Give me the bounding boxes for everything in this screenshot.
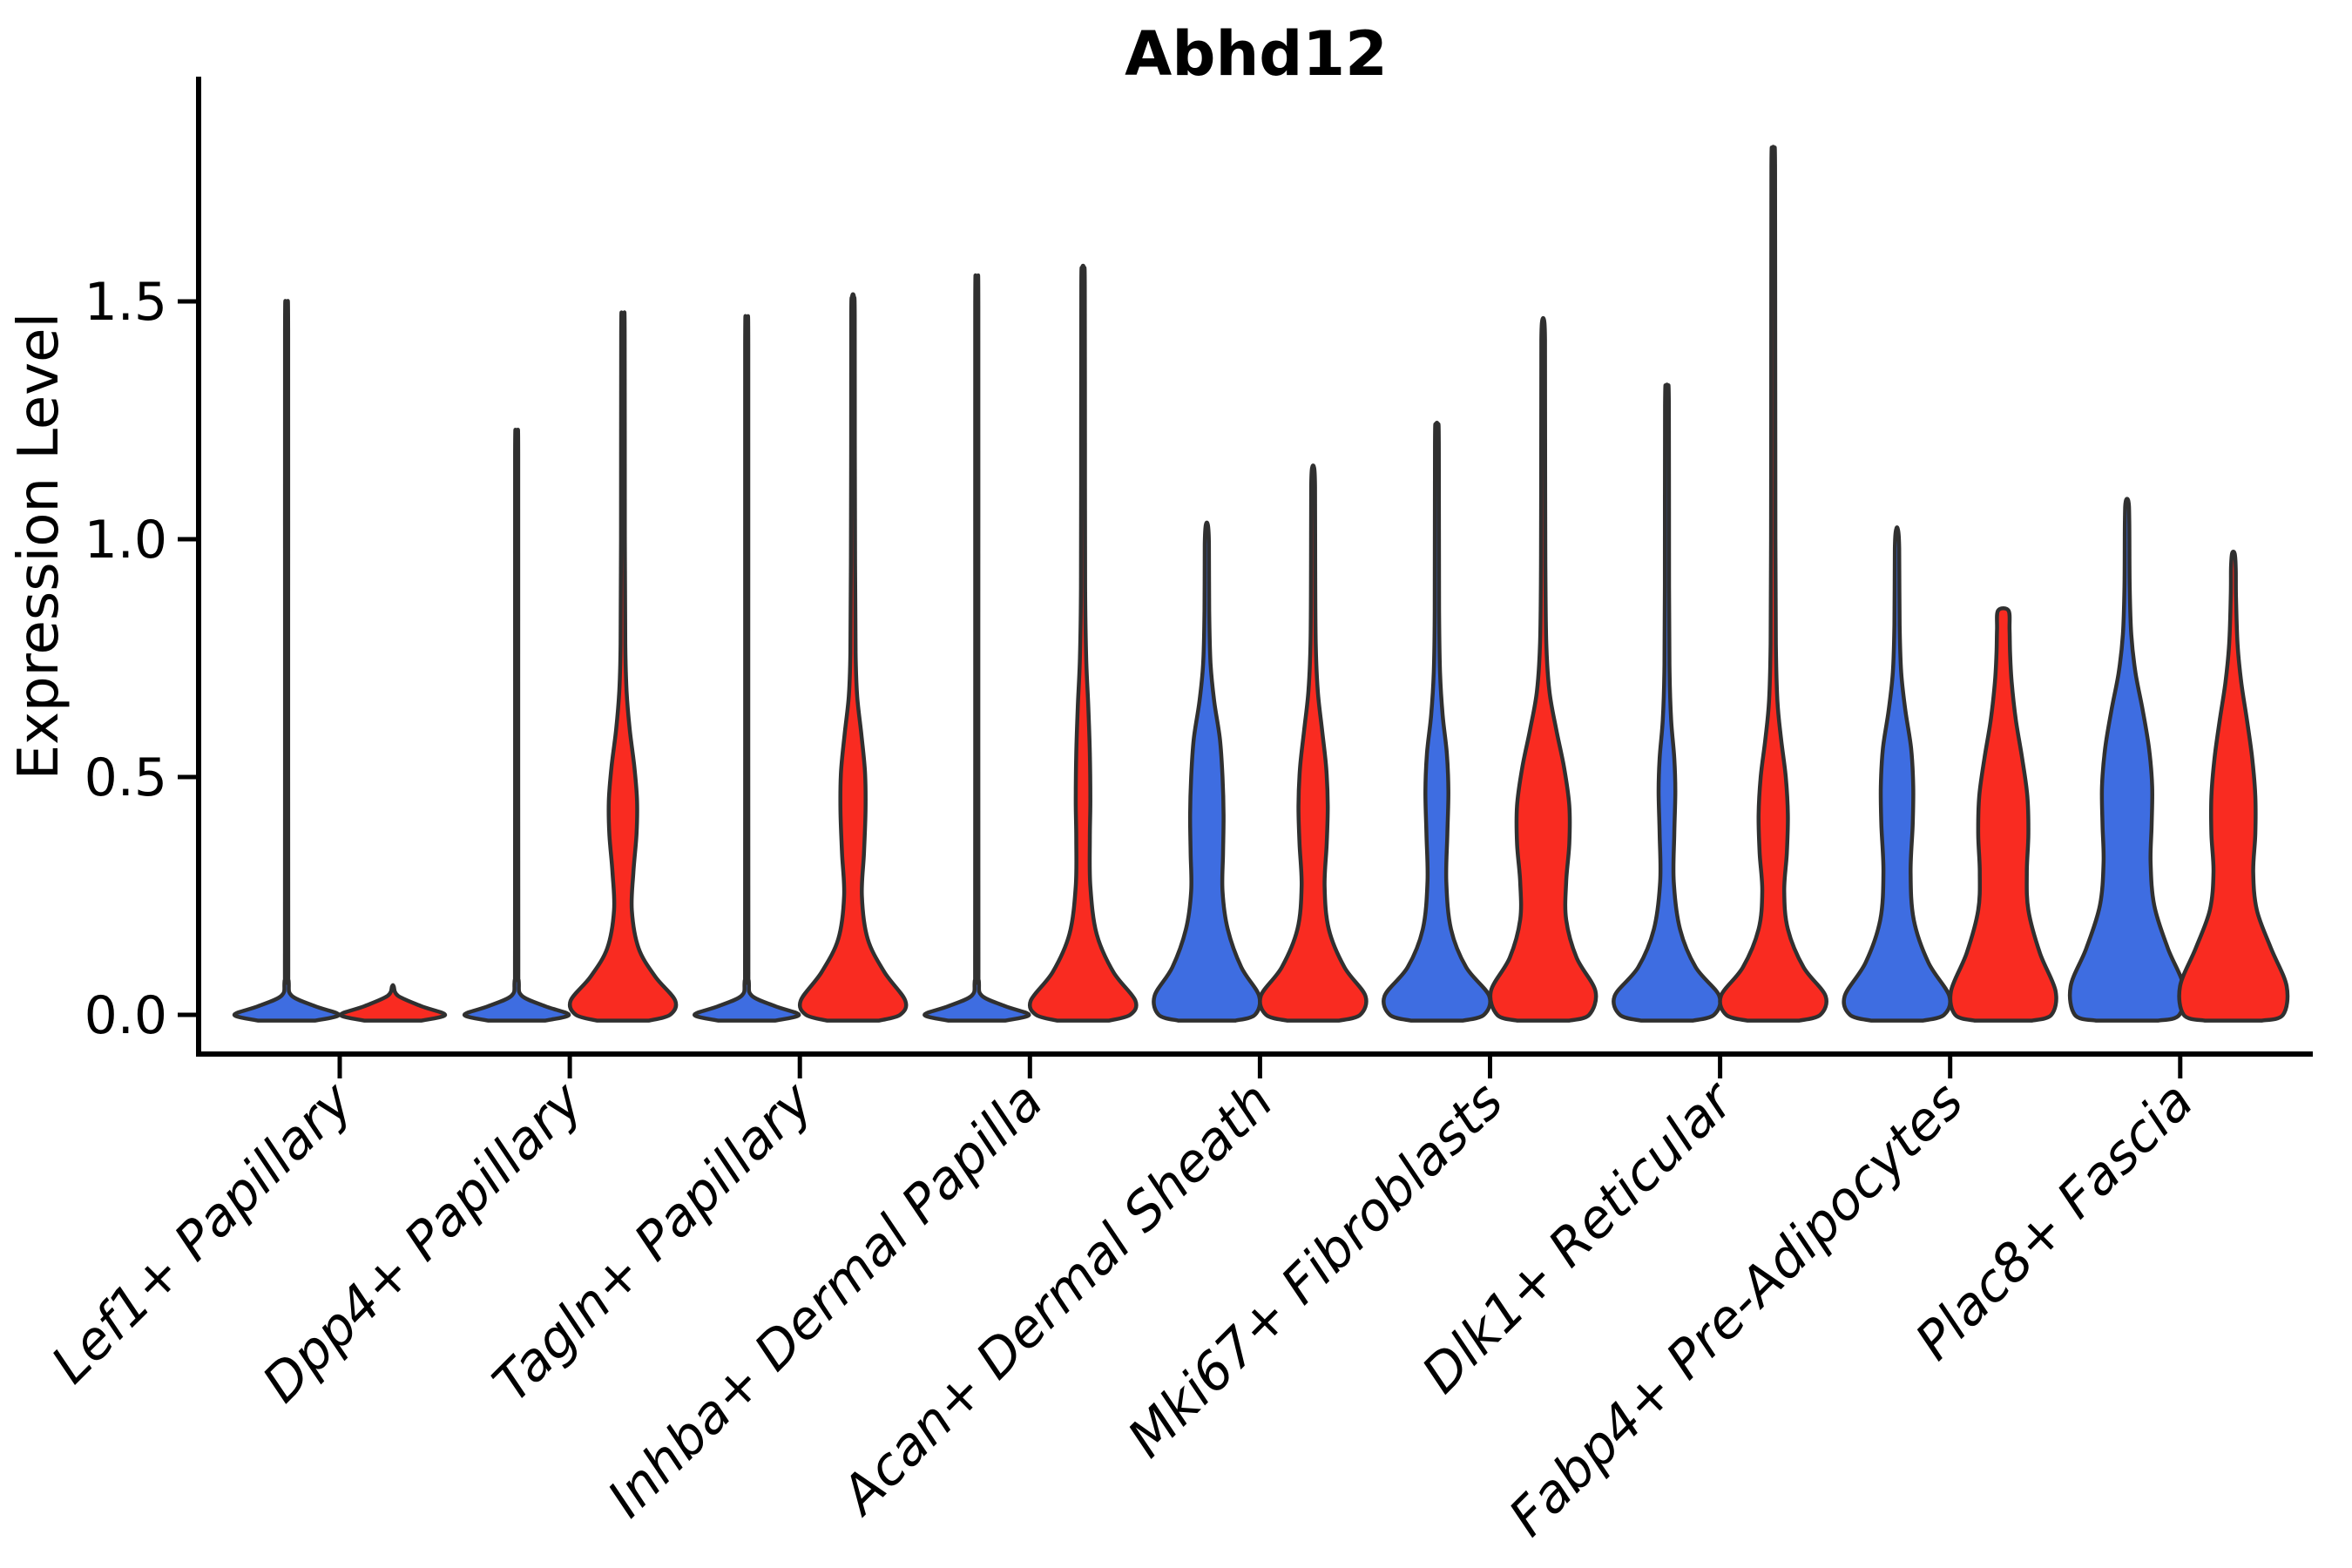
violin-8-blue [2067, 497, 2186, 1023]
x-tick-label-5: Mki67+ Fibroblasts [1117, 1071, 1516, 1470]
y-tick-label: 1.5 [84, 272, 167, 333]
violin-8-red [2177, 550, 2290, 1023]
violin-4-blue [1152, 520, 1262, 1023]
violin-1-blue [462, 428, 571, 1023]
violin-0-red [338, 983, 448, 1023]
chart-title: Abhd12 [1125, 18, 1388, 90]
violin-3-blue [923, 274, 1031, 1023]
y-tick-label: 0.0 [84, 985, 167, 1046]
x-tick-label-4: Acan+ Dermal Sheath [828, 1071, 1285, 1528]
violin-3-red [1027, 263, 1139, 1023]
violin-7-red [1948, 605, 2058, 1023]
x-tick-label-3: Inhba+ Dermal Papilla [596, 1071, 1054, 1529]
violin-2-red [797, 292, 909, 1023]
y-tick-label: 1.0 [84, 510, 167, 571]
violin-5-red [1488, 315, 1598, 1023]
y-tick-label: 0.5 [84, 747, 167, 808]
axis-layer [178, 77, 2313, 1078]
violin-0-blue [232, 299, 341, 1023]
violin-1-red [567, 310, 679, 1023]
x-tick-label-7: Fabp4+ Pre-Adipocytes [1497, 1071, 1975, 1548]
violin-6-red [1718, 145, 1828, 1023]
violin-5-blue [1382, 420, 1492, 1023]
violin-7-blue [1842, 525, 1952, 1023]
violin-6-blue [1612, 382, 1723, 1023]
violin-2-blue [692, 314, 801, 1023]
violin-4-red [1258, 463, 1369, 1023]
violin-layer [232, 145, 2290, 1023]
y-axis-label: Expression Level [7, 313, 71, 781]
